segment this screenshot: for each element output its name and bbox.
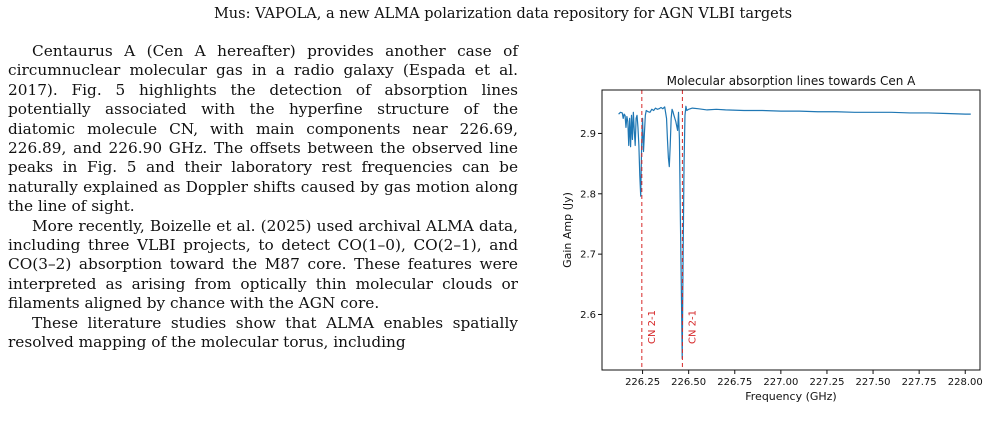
- y-axis-label: Gain Amp (Jy): [561, 192, 574, 268]
- series-line-0: [618, 105, 971, 360]
- figure-absorption-chart: Molecular absorption lines towards Cen A…: [560, 72, 1000, 402]
- running-header: Mus: VAPOLA, a new ALMA polarization dat…: [213, 6, 793, 22]
- paragraph-m87: More recently, Boizelle et al. (2025) us…: [8, 216, 518, 313]
- chart-svg: Molecular absorption lines towards Cen A…: [561, 74, 983, 402]
- x-tick-label: 227.75: [902, 377, 937, 388]
- x-tick-label: 227.00: [763, 377, 798, 388]
- paragraph-cen-a: Centaurus A (Cen A hereafter) provides a…: [8, 42, 518, 216]
- y-tick-label: 2.7: [580, 250, 596, 261]
- paragraph-literature: These literature studies show that ALMA …: [8, 313, 518, 352]
- plot-layer: CN 2-1 CN 2-1: [618, 90, 971, 370]
- cn-line-label: CN 2-1: [647, 310, 658, 344]
- cn-line-label: CN 2-1: [687, 310, 698, 344]
- x-axis-ticks: 226.25 226.50 226.75 227.00 227.25 227.50 227.…: [625, 370, 983, 388]
- y-tick-label: 2.8: [580, 189, 596, 200]
- x-tick-label: 227.50: [856, 377, 891, 388]
- y-axis-ticks: 2.6 2.7 2.8 2.9: [580, 129, 602, 321]
- x-tick-label: 226.50: [671, 377, 706, 388]
- chart-title: Molecular absorption lines towards Cen A: [667, 74, 916, 88]
- x-tick-label: 228.00: [948, 377, 983, 388]
- y-tick-label: 2.9: [580, 129, 596, 140]
- x-axis-label: Frequency (GHz): [745, 390, 836, 402]
- x-tick-label: 227.25: [809, 377, 844, 388]
- plot-frame: [601, 89, 981, 371]
- y-tick-label: 2.6: [580, 310, 596, 321]
- body-text-column: Centaurus A (Cen A hereafter) provides a…: [8, 42, 518, 353]
- x-tick-label: 226.75: [717, 377, 752, 388]
- x-tick-label: 226.25: [625, 377, 660, 388]
